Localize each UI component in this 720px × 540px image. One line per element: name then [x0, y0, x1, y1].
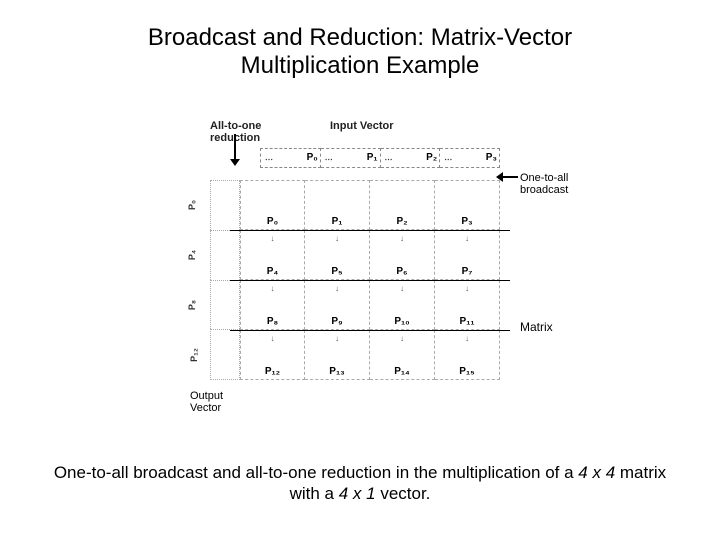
header-cell: ⋯P₀	[260, 148, 321, 168]
grid-cell: P₂	[370, 180, 435, 230]
grid-cell: ↓P₁₀	[370, 280, 435, 330]
diagram: All-to-one reduction Input Vector ⋯P₀ ⋯P…	[170, 120, 550, 420]
grid-cell: ↓P₄	[240, 230, 305, 280]
output-cell: P₁₂	[210, 329, 240, 380]
grid-cell: ↓P₁₄	[370, 330, 435, 380]
title-line-1: Broadcast and Reduction: Matrix-Vector	[148, 24, 572, 51]
arrow-down-icon	[234, 134, 236, 160]
row-divider	[230, 330, 510, 331]
caption-italic: 4 x 4	[578, 463, 615, 482]
label-input-vector: Input Vector	[330, 120, 394, 132]
title-line-2: Multiplication Example	[241, 52, 480, 79]
output-cell: P₀	[210, 180, 240, 230]
caption-text: vector.	[376, 484, 431, 503]
grid-cell: ↓P₉	[305, 280, 370, 330]
row-divider	[230, 230, 510, 231]
caption: One-to-all broadcast and all-to-one redu…	[40, 462, 680, 505]
header-cell: ⋯P₁	[321, 148, 381, 168]
label-matrix: Matrix	[520, 320, 553, 334]
grid-cell: ↓P₁₅	[435, 330, 500, 380]
grid-cell: ↓P₈	[240, 280, 305, 330]
output-cell: P₈	[210, 280, 240, 330]
grid-cell: ↓P₅	[305, 230, 370, 280]
input-vector-row: ⋯P₀ ⋯P₁ ⋯P₂ ⋯P₃	[260, 148, 500, 168]
grid-cell: ↓P₁₁	[435, 280, 500, 330]
grid-cell: P₀	[240, 180, 305, 230]
label-broadcast: One-to-all broadcast	[520, 172, 568, 196]
output-cell: P₄	[210, 230, 240, 280]
header-cell: ⋯P₂	[381, 148, 441, 168]
caption-text: One-to-all broadcast and all-to-one redu…	[54, 463, 578, 482]
grid-cell: ↓P₆	[370, 230, 435, 280]
grid-cell: ↓P₇	[435, 230, 500, 280]
grid-cell: P₃	[435, 180, 500, 230]
grid-cell: ↓P₁₂	[240, 330, 305, 380]
slide-title: Broadcast and Reduction: Matrix-Vector M…	[0, 24, 720, 80]
label-output-vector: Output Vector	[190, 390, 223, 414]
grid-cell: P₁	[305, 180, 370, 230]
row-divider	[230, 280, 510, 281]
caption-italic: 4 x 1	[339, 484, 376, 503]
grid-cell: ↓P₁₃	[305, 330, 370, 380]
arrow-left-icon	[502, 176, 518, 178]
header-cell: ⋯P₃	[440, 148, 500, 168]
